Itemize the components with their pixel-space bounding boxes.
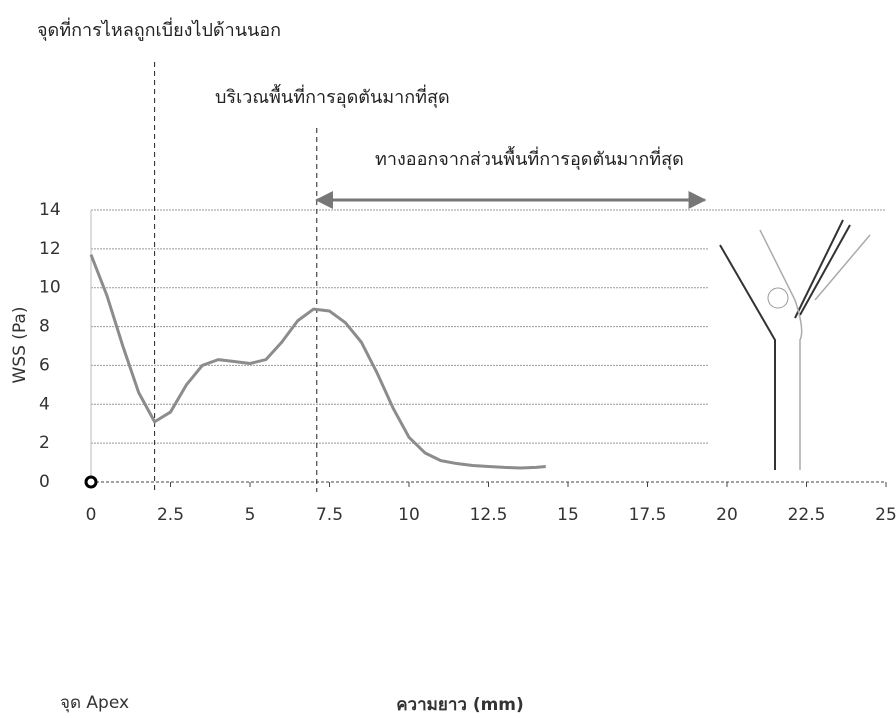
x-tick-label: 17.5 — [629, 505, 667, 525]
y-tick-label: 12 — [39, 239, 61, 259]
y-tick-label: 14 — [39, 200, 61, 220]
x-tick-label: 10 — [398, 505, 420, 525]
y-tick-label: 8 — [39, 317, 50, 337]
annotation: บริเวณพื้นที่การอุดตันมากที่สุด — [215, 84, 450, 108]
annotation: ทางออกจากส่วนพื้นที่การอุดตันมากที่สุด — [375, 146, 684, 170]
y-tick-label: 4 — [39, 394, 50, 414]
data-line — [89, 254, 546, 470]
x-axis-label: ความยาว (mm) — [396, 695, 524, 715]
origin-dot — [84, 475, 98, 489]
x-tick-label: 25 — [875, 505, 896, 525]
x-tick-label: 15 — [557, 505, 579, 525]
annotation: จุดที่การไหลถูกเบี่ยงไปด้านนอก — [37, 17, 281, 41]
x-tick-label: 22.5 — [788, 505, 826, 525]
x-tick-label: 20 — [716, 505, 738, 525]
y-tick-label: 2 — [39, 433, 50, 453]
x-tick-label: 12.5 — [470, 505, 508, 525]
x-tick-label: 7.5 — [316, 505, 343, 525]
vessel-diagram — [708, 215, 888, 480]
x-tick-label: 2.5 — [157, 505, 184, 525]
x-tick-label: 0 — [86, 505, 97, 525]
y-tick-label: 6 — [39, 355, 50, 375]
y-axis-label: WSS (Pa) — [10, 307, 30, 384]
y-tick-label: 10 — [39, 278, 61, 298]
y-tick-label: 0 — [39, 472, 50, 492]
origin-label: จุด Apex — [60, 693, 129, 713]
x-tick-label: 5 — [245, 505, 256, 525]
